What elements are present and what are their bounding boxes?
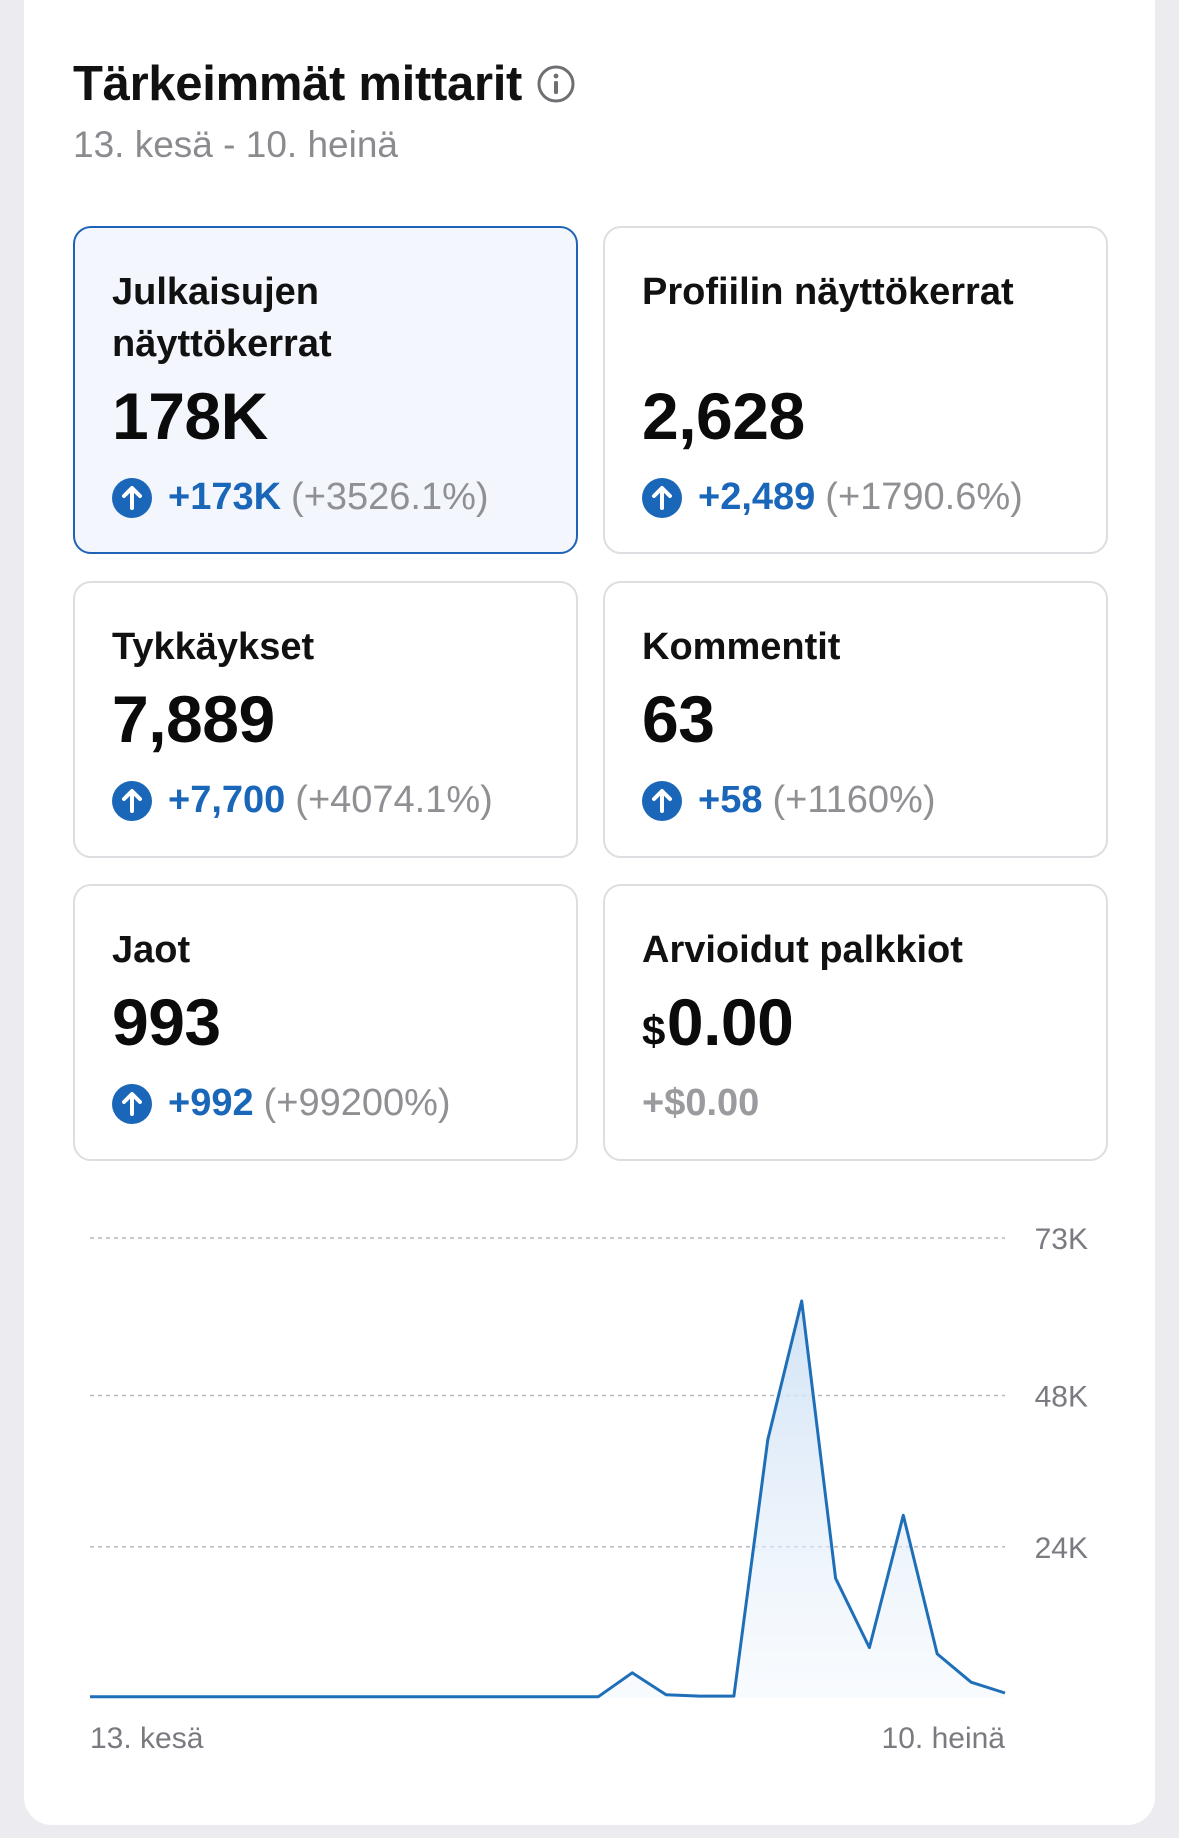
metric-label: Kommentit [642, 626, 841, 668]
title-row: Tärkeimmät mittarit [73, 56, 576, 112]
metric-percent: (+1160%) [772, 779, 936, 821]
metric-change: +58 (+1160%) [642, 779, 935, 822]
metric-card-shares[interactable]: Jaot 993 +992 (+99200%) [73, 884, 578, 1161]
metric-delta: +173K [168, 476, 282, 518]
metric-label: Julkaisujen näyttökerrat [112, 271, 332, 365]
date-range[interactable]: 13. kesä - 10. heinä [73, 124, 398, 165]
metric-change: +7,700 (+4074.1%) [112, 779, 493, 822]
metric-card-profile-views[interactable]: Profiilin näyttökerrat 2,628 +2,489 (+17… [603, 226, 1108, 554]
metric-card-likes[interactable]: Tykkäykset 7,889 +7,700 (+4074.1%) [73, 581, 578, 858]
y-tick-label: 73K [1035, 1223, 1088, 1256]
arrow-up-icon [112, 1083, 152, 1124]
metric-delta: +$0.00 [642, 1082, 760, 1124]
y-tick-label: 48K [1035, 1381, 1088, 1414]
metric-change: +173K (+3526.1%) [112, 476, 489, 519]
metric-value: 993 [112, 985, 221, 1059]
chart-line [90, 1299, 1006, 1699]
metric-value: 2,628 [642, 379, 805, 453]
metric-value: 178K [112, 379, 268, 453]
metric-value: 63 [642, 682, 715, 756]
metric-change: +2,489 (+1790.6%) [642, 476, 1023, 519]
metric-percent: (+3526.1%) [291, 476, 489, 518]
metric-value: $0.00 [642, 984, 794, 1060]
metric-card-estimated-earnings[interactable]: Arvioidut palkkiot $0.00 +$0.00 [603, 884, 1108, 1161]
metric-delta: +992 [168, 1082, 254, 1124]
metric-value: 7,889 [112, 682, 275, 756]
arrow-up-icon [112, 477, 152, 518]
metric-amount: 0.00 [666, 985, 794, 1059]
metric-label: Jaot [112, 929, 191, 971]
metric-percent: (+1790.6%) [825, 476, 1023, 518]
arrow-up-icon [112, 780, 152, 821]
chart-area-fill [90, 1301, 1005, 1698]
metric-percent: (+4074.1%) [295, 779, 493, 821]
metric-card-comments[interactable]: Kommentit 63 +58 (+1160%) [603, 581, 1108, 858]
currency-symbol: $ [642, 1007, 665, 1054]
x-axis-start-label: 13. kesä [90, 1722, 204, 1755]
metric-label: Tykkäykset [112, 626, 315, 668]
metric-delta: +2,489 [698, 476, 816, 518]
metric-delta: +7,700 [168, 779, 286, 821]
info-circle-icon[interactable] [536, 64, 576, 104]
page-title: Tärkeimmät mittarit [73, 57, 523, 111]
y-tick-label: 24K [1035, 1532, 1088, 1565]
metric-card-post-views[interactable]: Julkaisujen näyttökerrat 178K +173K (+35… [73, 226, 578, 554]
metric-percent: (+99200%) [263, 1082, 451, 1124]
metric-label: Arvioidut palkkiot [642, 929, 963, 971]
arrow-up-icon [642, 477, 682, 518]
metric-label: Profiilin näyttökerrat [642, 271, 1014, 313]
metric-delta: +58 [698, 779, 763, 821]
metric-change: +$0.00 [642, 1082, 759, 1125]
metric-change: +992 (+99200%) [112, 1082, 451, 1125]
x-axis-end-label: 10. heinä [882, 1722, 1006, 1755]
arrow-up-icon [642, 780, 682, 821]
